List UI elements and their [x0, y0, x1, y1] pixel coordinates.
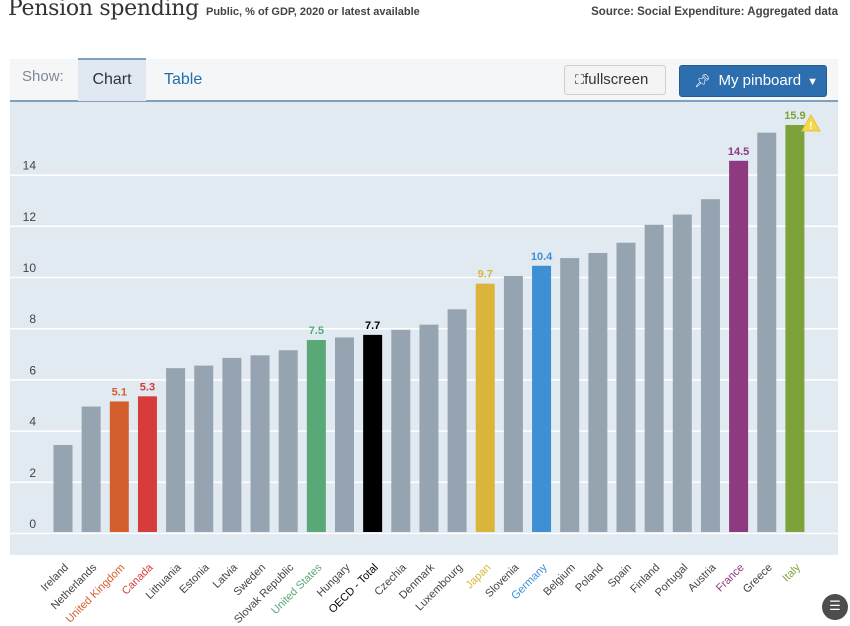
bar[interactable]: [250, 355, 270, 532]
bar[interactable]: [475, 283, 495, 532]
bar[interactable]: [644, 224, 664, 533]
bar[interactable]: [278, 350, 298, 532]
bar[interactable]: [391, 329, 411, 532]
bar[interactable]: [503, 276, 523, 532]
y-tick-label: 0: [29, 517, 36, 531]
warning-icon: [801, 113, 821, 132]
scan-text-icon[interactable]: ☰: [822, 594, 848, 620]
fullscreen-icon: ⛶: [575, 72, 585, 87]
x-tick-label: Poland: [573, 562, 606, 595]
y-tick-label: 14: [23, 159, 37, 173]
bar[interactable]: [757, 132, 777, 532]
x-tick-label: Austria: [686, 561, 719, 594]
y-tick-label: 12: [23, 210, 37, 224]
bar[interactable]: [335, 337, 354, 532]
caret-down-icon: ▼: [807, 76, 818, 88]
data-label: 7.5: [309, 325, 324, 337]
bar[interactable]: [194, 365, 214, 532]
data-label: 5.3: [140, 381, 155, 393]
x-tick-label: Belgium: [541, 562, 578, 599]
bar[interactable]: [222, 357, 242, 532]
bar[interactable]: [81, 406, 101, 532]
fullscreen-label: fullscreen: [584, 71, 649, 88]
tab-chart[interactable]: Chart: [78, 58, 146, 101]
chart-title: Pension spending: [8, 0, 199, 21]
view-toolbar: Show: Chart Table ⛶fullscreen 📌︎ My pinbo…: [10, 58, 838, 102]
y-tick-label: 6: [29, 363, 36, 377]
pushpin-icon: 📌︎: [694, 73, 711, 88]
bar[interactable]: [447, 309, 467, 532]
bar[interactable]: [588, 252, 608, 532]
x-tick-label: Greece: [741, 562, 775, 596]
fullscreen-button[interactable]: ⛶fullscreen: [564, 65, 666, 95]
bar[interactable]: [109, 401, 129, 532]
pinboard-label: My pinboard: [718, 72, 802, 89]
bar[interactable]: [560, 258, 580, 532]
bar[interactable]: [785, 124, 805, 533]
data-label: 7.7: [365, 320, 380, 332]
bar[interactable]: [532, 265, 552, 532]
bar[interactable]: [306, 340, 326, 532]
bar[interactable]: [419, 324, 439, 532]
data-label: 15.9: [784, 110, 805, 122]
x-tick-label: Estonia: [177, 561, 212, 596]
bar[interactable]: [700, 199, 720, 532]
data-label: 9.7: [478, 269, 493, 281]
bar[interactable]: [166, 368, 186, 532]
my-pinboard-button[interactable]: 📌︎ My pinboard ▼: [679, 65, 827, 97]
y-tick-label: 8: [29, 312, 36, 326]
tab-table[interactable]: Table: [164, 71, 203, 88]
bar[interactable]: [616, 242, 636, 532]
data-source[interactable]: Source: Social Expenditure: Aggregated d…: [591, 6, 838, 18]
x-tick-label: Italy: [780, 561, 803, 584]
bar[interactable]: [137, 396, 157, 532]
show-label: Show:: [22, 68, 64, 85]
chart-subtitle: Public, % of GDP, 2020 or latest availab…: [206, 6, 420, 18]
warning-icon-mark: !: [809, 121, 812, 132]
y-tick-label: 2: [29, 466, 36, 480]
y-tick-label: 10: [23, 261, 37, 275]
data-label: 10.4: [531, 251, 553, 263]
bar[interactable]: [729, 160, 749, 533]
bar[interactable]: [363, 334, 383, 532]
bar[interactable]: [53, 444, 73, 532]
y-tick-label: 4: [29, 415, 36, 429]
bar[interactable]: [672, 214, 692, 532]
data-label: 14.5: [728, 146, 749, 158]
data-label: 5.1: [112, 386, 127, 398]
